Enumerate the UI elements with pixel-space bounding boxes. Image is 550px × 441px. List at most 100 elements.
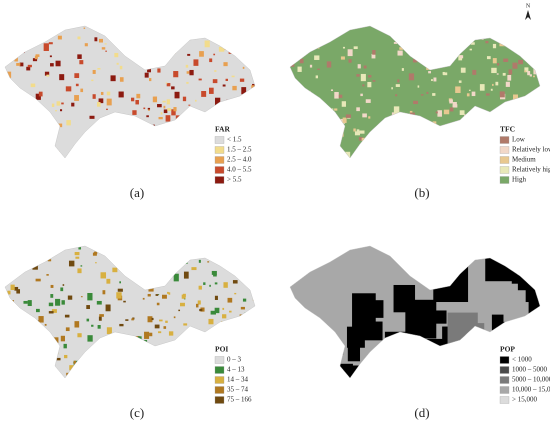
map-patch: [173, 107, 177, 112]
map-patch: [40, 152, 43, 155]
map-patch: [53, 30, 58, 36]
map-patch: [519, 120, 522, 123]
map-patch: [102, 130, 108, 136]
map-patch: [63, 343, 67, 349]
legend-swatch: [499, 386, 510, 394]
map-patch: [155, 274, 159, 279]
map-patch: [114, 52, 119, 58]
map-patch: [152, 27, 156, 31]
map-patch: [514, 323, 540, 354]
map-patch: [210, 310, 216, 315]
legend-swatch: [499, 146, 510, 154]
map-patch: [47, 259, 52, 262]
legend-label: 4 – 13: [227, 366, 245, 374]
map-patch: [203, 282, 206, 285]
map-patch: [30, 254, 33, 257]
map-patch: [84, 43, 88, 47]
map-patch: [438, 38, 441, 42]
map-patch: [243, 126, 247, 129]
map-patch: [538, 40, 540, 44]
map-patch: [151, 317, 154, 321]
map-patch: [158, 152, 163, 158]
map-patch: [339, 118, 346, 124]
map-patch: [470, 42, 475, 45]
map-patch: [211, 270, 217, 275]
panel-label: (a): [130, 185, 144, 200]
map-patch: [405, 299, 437, 339]
map-patch: [447, 53, 452, 56]
map-patch: [139, 142, 142, 144]
map-patch: [122, 355, 126, 360]
map-patch: [132, 110, 137, 115]
map-patch: [100, 91, 104, 95]
map-patch: [165, 115, 171, 122]
map-patch: [106, 129, 111, 136]
map-patch: [119, 323, 124, 327]
map-patch: [77, 333, 82, 338]
map-patch: [98, 316, 102, 321]
map-patch: [7, 41, 12, 47]
map-patch: [479, 84, 485, 91]
map-patch: [51, 103, 55, 107]
map-patch: [193, 125, 197, 130]
map-patch: [174, 91, 180, 99]
map-patch: [370, 132, 373, 134]
map-patch: [245, 131, 250, 136]
map-patch: [328, 346, 344, 355]
map-patch: [392, 120, 398, 129]
map-patch: [434, 61, 440, 66]
map-patch: [142, 297, 145, 300]
map-patch: [125, 51, 129, 54]
map-patch: [539, 53, 540, 56]
legend-swatch: [499, 396, 510, 404]
map-patch: [189, 142, 193, 149]
map-patch: [485, 40, 489, 44]
map-patch: [48, 302, 54, 307]
map-patch: [306, 30, 310, 33]
map-patch: [64, 314, 70, 318]
map-patch: [214, 97, 221, 106]
map-patch: [46, 375, 52, 378]
map-patch: [193, 59, 199, 66]
map-patch: [499, 106, 505, 112]
map-patch: [242, 66, 245, 69]
map-patch: [412, 55, 415, 58]
map-patch: [240, 306, 245, 310]
map-patch: [14, 286, 19, 291]
map-patch: [299, 144, 302, 147]
map-patch: [362, 84, 365, 87]
map-patch: [160, 112, 163, 115]
map-patch: [107, 155, 111, 157]
legend-label: Relatively high: [512, 166, 550, 174]
map-patch: [10, 284, 15, 291]
map-patch: [394, 151, 400, 158]
map-patch: [200, 307, 205, 312]
map-patch: [428, 71, 431, 74]
map-patch: [467, 126, 471, 130]
map-patch: [44, 71, 50, 76]
map-patch: [149, 78, 152, 82]
map-patch: [432, 93, 436, 96]
map-patch: [74, 251, 80, 256]
map-patch: [29, 136, 33, 139]
legend-label: 14 – 34: [227, 376, 249, 384]
map-patch: [181, 339, 185, 344]
map-patch: [410, 139, 413, 141]
map-patch: [491, 144, 498, 150]
map-patch: [222, 32, 227, 37]
map-patch: [75, 83, 79, 87]
map-patch: [106, 327, 112, 335]
legend-label: 1000 – 5000: [512, 366, 548, 374]
map-patch: [163, 140, 168, 145]
map-patch: [157, 68, 161, 73]
map-patch: [53, 368, 56, 371]
map-patch: [426, 91, 429, 94]
map-patch: [9, 299, 12, 302]
map-patch: [222, 307, 225, 310]
map-patch: [451, 138, 454, 143]
map-patch: [353, 46, 358, 50]
map-patch: [229, 310, 232, 313]
legend-swatch: [214, 376, 225, 384]
map-patch: [94, 153, 100, 158]
map-patch: [319, 142, 322, 147]
